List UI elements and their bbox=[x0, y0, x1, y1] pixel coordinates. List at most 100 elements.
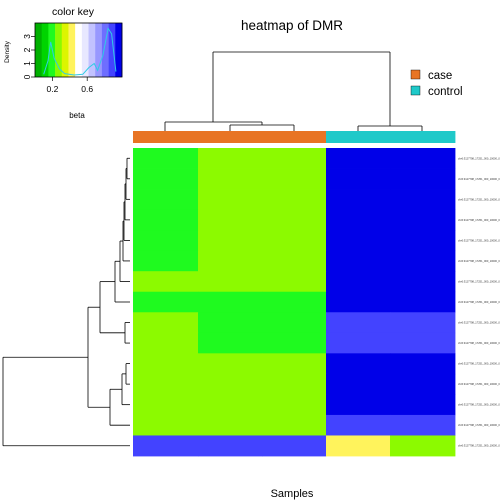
heatmap-cell bbox=[198, 312, 263, 334]
heatmap-cell bbox=[326, 414, 391, 436]
heatmap-cell bbox=[326, 148, 391, 169]
heatmap-cell bbox=[326, 209, 391, 231]
heatmap-cell bbox=[198, 230, 263, 252]
heatmap-cell bbox=[326, 353, 391, 375]
heatmap-cell bbox=[390, 209, 456, 231]
row-label: chr6:3127798_17251_000_10000_0000 bbox=[458, 177, 500, 181]
heatmap-cell bbox=[262, 312, 327, 334]
column-side-colors bbox=[133, 131, 456, 143]
heatmap-cell bbox=[390, 394, 456, 416]
legend: case control bbox=[410, 69, 463, 98]
side-color-case bbox=[198, 131, 263, 143]
heatmap-cell bbox=[390, 230, 456, 252]
chart-title: heatmap of DMR bbox=[241, 18, 343, 33]
color-key-swatch bbox=[101, 23, 109, 77]
heatmap-cell bbox=[326, 168, 391, 190]
heatmap-cell bbox=[198, 291, 263, 313]
side-color-case bbox=[262, 131, 327, 143]
heatmap-cell bbox=[262, 209, 327, 231]
heatmap-cell bbox=[133, 291, 199, 313]
row-label: chr6:3127798_17251_000_10000_0000 bbox=[458, 444, 500, 448]
color-key-swatch bbox=[61, 23, 69, 77]
heatmap-cell bbox=[133, 209, 199, 231]
heatmap-cell bbox=[326, 332, 391, 354]
row-label: chr6:3127798_17251_000_10000_0000 bbox=[458, 382, 500, 386]
color-key-swatch bbox=[35, 23, 42, 77]
heatmap-cell bbox=[133, 230, 199, 252]
heatmap-cell bbox=[262, 435, 327, 457]
color-key-swatch bbox=[95, 23, 103, 77]
heatmap-cells bbox=[133, 148, 456, 457]
heatmap-cell bbox=[198, 332, 263, 354]
heatmap-cell bbox=[262, 148, 327, 169]
heatmap-cell bbox=[198, 414, 263, 436]
legend-label-control: control bbox=[428, 86, 463, 98]
row-label: chr6:3127798_17251_000_10000_0000 bbox=[458, 197, 500, 201]
heatmap-cell bbox=[133, 189, 199, 210]
row-label: chr6:3127798_17251_000_10000_0000 bbox=[458, 238, 500, 242]
row-label: chr6:3127798_17251_000_10000_0000 bbox=[458, 300, 500, 304]
heatmap-cell bbox=[326, 394, 391, 416]
heatmap-cell bbox=[133, 312, 199, 334]
heatmap-cell bbox=[390, 271, 456, 293]
heatmap-cell bbox=[133, 353, 199, 375]
heatmap-cell bbox=[326, 435, 391, 457]
row-dendrogram bbox=[2, 157, 130, 447]
color-key-title: color key bbox=[52, 6, 95, 18]
color-key-swatch bbox=[55, 23, 63, 77]
heatmap-cell bbox=[133, 250, 199, 272]
heatmap-cell bbox=[262, 353, 327, 375]
row-label: chr6:3127798_17251_000_10000_0000 bbox=[458, 279, 500, 283]
heatmap-cell bbox=[198, 353, 263, 375]
heatmap-cell bbox=[326, 230, 391, 252]
heatmap-cell bbox=[133, 168, 199, 190]
color-key-swatch bbox=[81, 23, 89, 77]
heatmap-cell bbox=[390, 250, 456, 272]
row-label: chr6:3127798_17251_000_10000_0000 bbox=[458, 403, 500, 407]
x-axis-label: Samples bbox=[271, 488, 314, 500]
color-key-swatch bbox=[75, 23, 83, 77]
side-color-control bbox=[390, 131, 456, 143]
column-dendrogram bbox=[164, 51, 423, 131]
color-key-y-tick: 2 bbox=[22, 47, 32, 52]
color-key-swatch bbox=[115, 23, 123, 77]
row-label: chr6:3127798_17251_000_10000_0000 bbox=[458, 259, 500, 263]
heatmap-cell bbox=[262, 230, 327, 252]
heatmap-cell bbox=[198, 373, 263, 395]
heatmap-cell bbox=[262, 189, 327, 210]
color-key-density-curve bbox=[43, 27, 117, 76]
heatmap-cell bbox=[198, 271, 263, 293]
heatmap-cell bbox=[262, 373, 327, 395]
color-key-x-tick: 0.2 bbox=[46, 84, 58, 94]
heatmap-cell bbox=[390, 373, 456, 395]
heatmap-cell bbox=[262, 394, 327, 416]
row-label: chr6:3127798_17251_000_10000_0000 bbox=[458, 218, 500, 222]
heatmap-cell bbox=[262, 271, 327, 293]
color-key-xlabel: beta bbox=[69, 111, 85, 120]
heatmap-cell bbox=[390, 414, 456, 436]
color-key-swatch bbox=[108, 23, 116, 77]
heatmap-cell bbox=[390, 332, 456, 354]
color-key-swatch bbox=[68, 23, 76, 77]
heatmap-cell bbox=[198, 435, 263, 457]
color-key-x-tick: 0.6 bbox=[81, 84, 93, 94]
heatmap-cell bbox=[390, 189, 456, 210]
row-label: chr6:3127798_17251_000_10000_0000 bbox=[458, 156, 500, 160]
row-label: chr6:3127798_17251_000_10000_0000 bbox=[458, 341, 500, 345]
heatmap-cell bbox=[133, 435, 199, 457]
heatmap-cell bbox=[133, 373, 199, 395]
heatmap-cell bbox=[326, 312, 391, 334]
heatmap-cell bbox=[198, 250, 263, 272]
heatmap-cell bbox=[390, 353, 456, 375]
heatmap-cell bbox=[198, 209, 263, 231]
heatmap-cell bbox=[198, 394, 263, 416]
row-label: chr6:3127798_17251_000_10000_0000 bbox=[458, 362, 500, 366]
side-color-case bbox=[133, 131, 199, 143]
heatmap-cell bbox=[133, 332, 199, 354]
color-key-swatch bbox=[48, 23, 56, 77]
heatmap-cell bbox=[326, 189, 391, 210]
heatmap-cell bbox=[262, 414, 327, 436]
heatmap-cell bbox=[390, 148, 456, 169]
legend-swatch-case bbox=[410, 69, 421, 80]
